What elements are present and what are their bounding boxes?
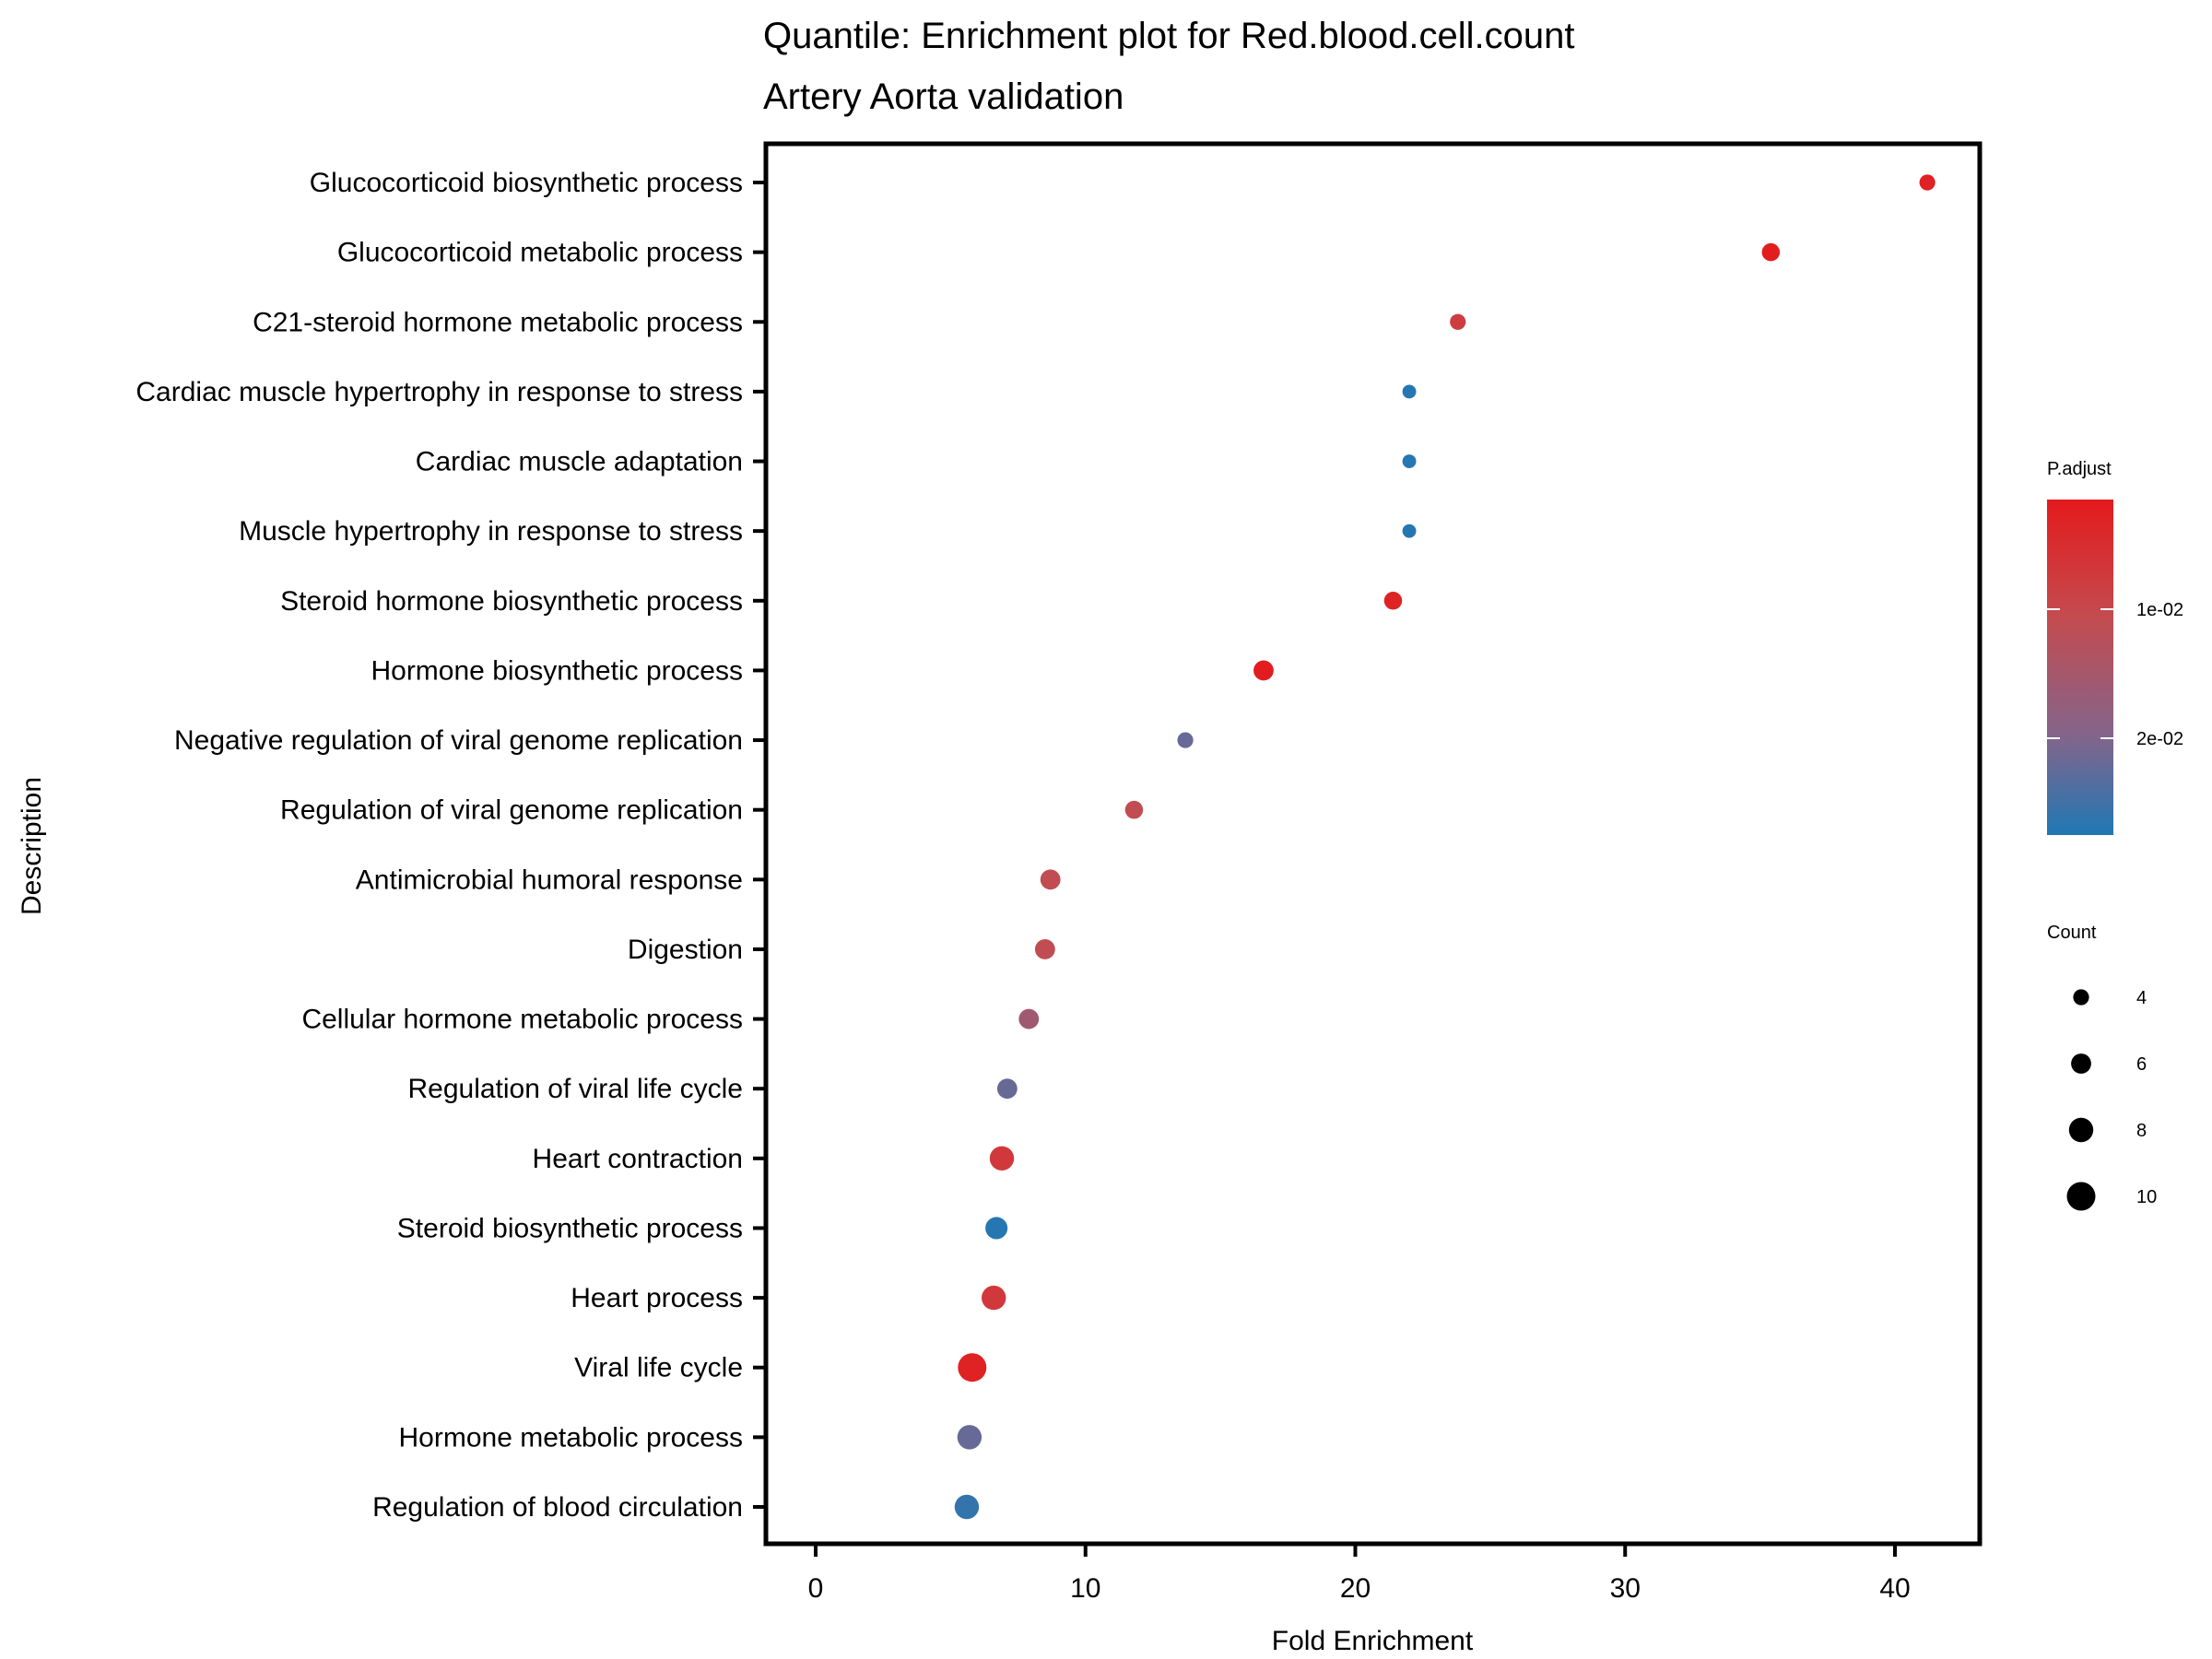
size-legend-label: 8 [2136,1121,2147,1141]
data-point [982,1285,1006,1311]
y-tick-label: Cardiac muscle adaptation [416,447,743,477]
color-legend: P.adjust 1e-02 2e-02 [2047,459,2183,835]
y-tick-label: Cardiac muscle hypertrophy in response t… [135,377,743,407]
y-tick-label: Muscle hypertrophy in response to stress [239,516,743,547]
y-tick-label: Regulation of viral genome replication [280,795,743,826]
chart-title: Quantile: Enrichment plot for Red.blood.… [763,16,1575,56]
y-tick-label: Hormone metabolic process [399,1422,744,1453]
y-tick-label: Viral life cycle [574,1353,743,1383]
x-tick-label: 30 [1610,1573,1641,1604]
y-tick-label: Steroid biosynthetic process [397,1213,743,1243]
chart-subtitle: Artery Aorta validation [763,76,1124,117]
y-tick-label: Heart contraction [533,1144,743,1174]
data-point [1402,384,1417,399]
y-tick-label: Regulation of blood circulation [372,1492,743,1523]
data-point [1402,454,1417,468]
y-tick-label: Heart process [571,1283,743,1313]
x-axis: 0 10 20 30 40 [808,1544,1911,1604]
color-legend-bar [2047,500,2113,835]
y-axis: Glucocorticoid biosynthetic process Gluco… [135,168,766,1523]
y-tick-label: Steroid hormone biosynthetic process [280,586,743,617]
size-legend-label: 4 [2136,988,2147,1008]
data-point [1919,174,1936,191]
data-point [1383,592,1403,610]
data-point [958,1353,987,1382]
data-point [1177,732,1194,748]
size-legend-dot [2071,1053,2091,1074]
x-tick-label: 40 [1879,1573,1910,1604]
y-tick-label: Cellular hormone metabolic process [301,1005,743,1035]
data-point [1040,869,1061,890]
data-point [954,1494,980,1520]
y-tick-label: C21-steroid hormone metabolic process [253,307,743,337]
data-point [957,1425,982,1450]
y-tick-label: Negative regulation of viral genome repl… [174,725,743,756]
data-point [1253,660,1274,681]
plot-panel [763,141,1983,1547]
data-point [1034,939,1055,959]
size-legend-label: 10 [2136,1187,2157,1207]
data-point [1761,242,1781,262]
y-tick-label: Glucocorticoid biosynthetic process [310,168,743,198]
x-axis-title: Fold Enrichment [1272,1626,1474,1656]
x-tick-label: 20 [1340,1573,1371,1604]
y-tick-label: Glucocorticoid metabolic process [337,238,743,268]
size-legend-title: Count [2047,923,2097,943]
data-point [1124,800,1144,819]
y-tick-label: Regulation of viral life cycle [407,1074,743,1104]
x-tick-label: 10 [1070,1573,1100,1604]
size-legend-dot [2066,1182,2096,1211]
y-tick-label: Digestion [628,935,743,965]
size-legend: Count 4 6 8 10 [2047,923,2157,1211]
data-point [1018,1008,1040,1030]
data-point [996,1078,1018,1100]
data-point [989,1146,1015,1171]
data-point [1402,524,1417,538]
data-point [985,1217,1008,1240]
y-tick-label: Hormone biosynthetic process [371,655,743,686]
x-tick-label: 0 [808,1573,824,1604]
color-legend-label: 2e-02 [2136,729,2183,749]
size-legend-label: 6 [2136,1054,2147,1075]
y-tick-label: Antimicrobial humoral response [356,865,743,895]
color-legend-label: 1e-02 [2136,600,2183,620]
y-axis-title: Description [17,777,47,915]
data-points [954,174,1936,1520]
data-point [1450,313,1466,330]
size-legend-dot [2073,989,2089,1006]
color-legend-title: P.adjust [2047,459,2112,479]
size-legend-dot [2068,1117,2094,1143]
